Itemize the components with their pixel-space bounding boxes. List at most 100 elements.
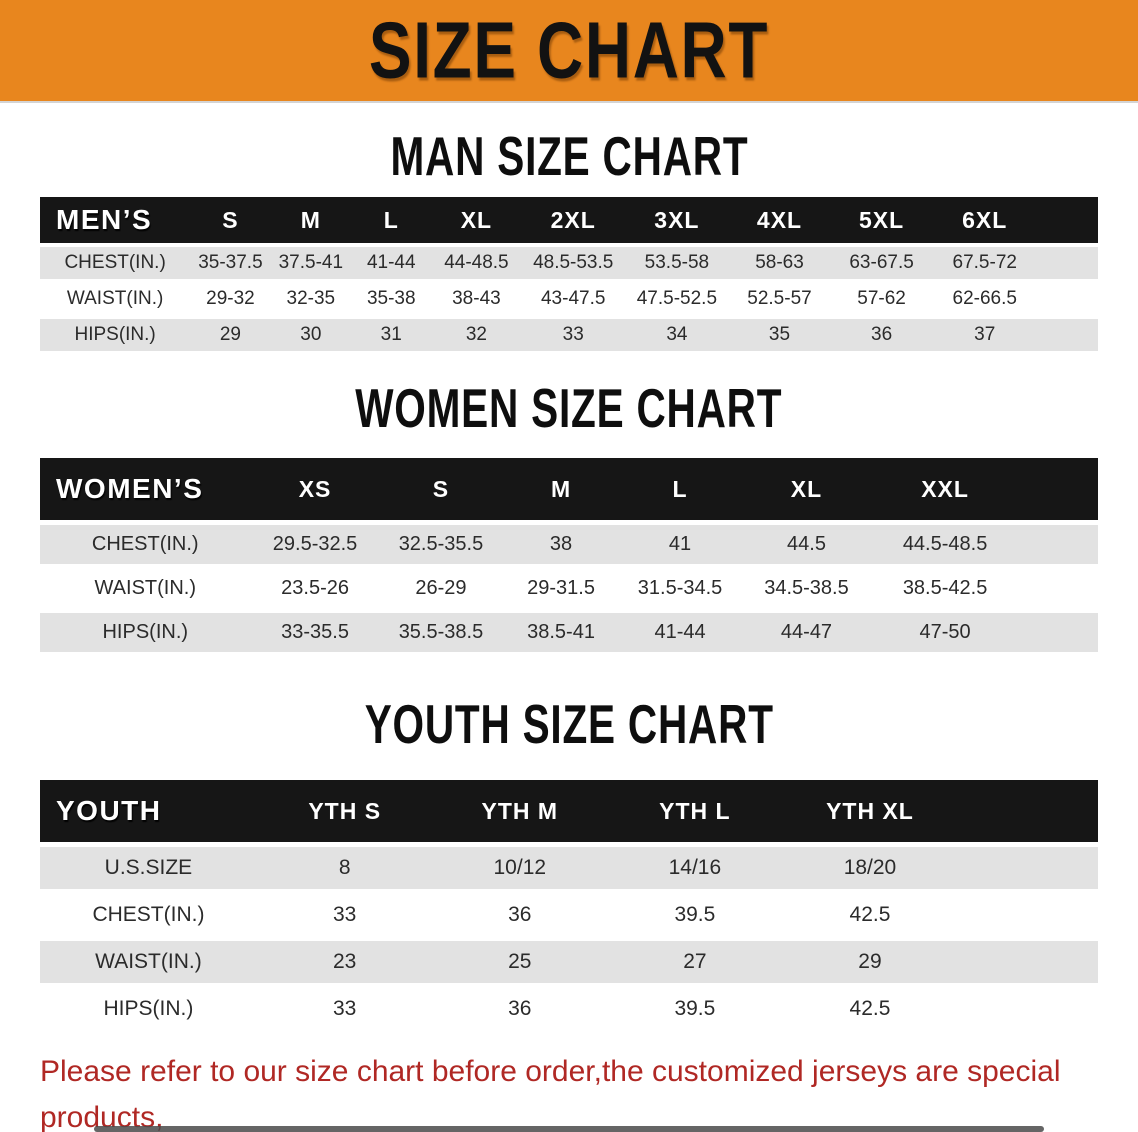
size-value: 37 — [932, 319, 1037, 351]
size-value: 42.5 — [782, 894, 958, 936]
youth-table-header-row: YOUTH YTH S YTH M YTH L YTH XL — [40, 780, 1098, 842]
size-value: 18/20 — [782, 847, 958, 889]
women-column-header-m: M — [502, 458, 620, 520]
size-value: 31 — [351, 319, 432, 351]
spacer-cell — [957, 847, 1098, 889]
women-waist-row: WAIST(IN.) 23.5-26 26-29 29-31.5 31.5-34… — [40, 569, 1098, 608]
size-value: 38 — [502, 525, 620, 564]
women-hips-row: HIPS(IN.) 33-35.5 35.5-38.5 38.5-41 41-4… — [40, 613, 1098, 652]
spacer-cell — [1017, 613, 1098, 652]
men-chest-row: CHEST(IN.) 35-37.5 37.5-41 41-44 44-48.5… — [40, 247, 1098, 279]
youth-table-title: YOUTH — [40, 780, 257, 842]
women-column-header-l: L — [619, 458, 741, 520]
size-value: 33 — [256, 894, 433, 936]
size-value: 34 — [625, 319, 729, 351]
men-column-header-xl: XL — [431, 197, 522, 243]
row-label: WAIST(IN.) — [40, 283, 191, 315]
size-value: 47-50 — [872, 613, 1018, 652]
size-value: 39.5 — [607, 988, 783, 1030]
size-value: 37.5-41 — [270, 247, 352, 279]
size-value: 33-35.5 — [250, 613, 380, 652]
size-value: 47.5-52.5 — [625, 283, 729, 315]
size-value: 29 — [190, 319, 271, 351]
youth-waist-row: WAIST(IN.) 23 25 27 29 — [40, 941, 1098, 983]
size-value: 35.5-38.5 — [379, 613, 503, 652]
size-value: 44.5 — [740, 525, 873, 564]
page-title: SIZE CHART — [368, 5, 770, 95]
size-value: 35-38 — [351, 283, 432, 315]
men-size-table: MEN’S S M L XL 2XL 3XL 4XL 5XL 6XL CHEST… — [40, 193, 1098, 355]
order-policy-line-1: Please refer to our size chart before or… — [40, 1055, 1061, 1132]
size-value: 41 — [619, 525, 741, 564]
size-value: 29-31.5 — [502, 569, 620, 608]
men-section-heading-text: MAN SIZE CHART — [390, 126, 748, 188]
youth-ussize-row: U.S.SIZE 8 10/12 14/16 18/20 — [40, 847, 1098, 889]
size-value: 38.5-41 — [502, 613, 620, 652]
size-value: 33 — [521, 319, 626, 351]
size-value: 48.5-53.5 — [521, 247, 626, 279]
spacer-cell — [1036, 283, 1098, 315]
size-value: 44-48.5 — [431, 247, 522, 279]
women-column-header-s: S — [379, 458, 503, 520]
size-value: 33 — [256, 988, 433, 1030]
men-column-header-m: M — [270, 197, 352, 243]
women-section-heading: WOMEN SIZE CHART — [0, 378, 1138, 440]
men-hips-row: HIPS(IN.) 29 30 31 32 33 34 35 36 37 — [40, 319, 1098, 351]
row-label: U.S.SIZE — [40, 847, 257, 889]
size-value: 29-32 — [190, 283, 271, 315]
size-value: 26-29 — [379, 569, 503, 608]
row-label: HIPS(IN.) — [40, 319, 191, 351]
size-value: 35 — [728, 319, 831, 351]
size-value: 39.5 — [607, 894, 783, 936]
size-value: 25 — [432, 941, 608, 983]
size-value: 29 — [782, 941, 958, 983]
youth-section-heading-text: YOUTH SIZE CHART — [364, 694, 774, 756]
size-value: 34.5-38.5 — [740, 569, 873, 608]
size-value: 31.5-34.5 — [619, 569, 741, 608]
size-value: 23.5-26 — [250, 569, 380, 608]
size-value: 36 — [830, 319, 933, 351]
youth-column-header-s: YTH S — [256, 780, 433, 842]
size-value: 52.5-57 — [728, 283, 831, 315]
size-value: 30 — [270, 319, 352, 351]
size-value: 57-62 — [830, 283, 933, 315]
spacer-cell — [1017, 525, 1098, 564]
men-column-header-4xl: 4XL — [728, 197, 831, 243]
size-value: 38-43 — [431, 283, 522, 315]
spacer-cell — [957, 780, 1098, 842]
women-table-title: WOMEN’S — [40, 458, 251, 520]
spacer-cell — [957, 894, 1098, 936]
spacer-cell — [1036, 247, 1098, 279]
size-value: 8 — [256, 847, 433, 889]
size-value: 42.5 — [782, 988, 958, 1030]
size-value: 32 — [431, 319, 522, 351]
size-value: 44.5-48.5 — [872, 525, 1018, 564]
size-value: 29.5-32.5 — [250, 525, 380, 564]
size-value: 32.5-35.5 — [379, 525, 503, 564]
size-value: 63-67.5 — [830, 247, 933, 279]
men-table-header-row: MEN’S S M L XL 2XL 3XL 4XL 5XL 6XL — [40, 197, 1098, 243]
size-value: 43-47.5 — [521, 283, 626, 315]
women-column-header-xxl: XXL — [872, 458, 1018, 520]
spacer-cell — [957, 988, 1098, 1030]
youth-column-header-m: YTH M — [432, 780, 608, 842]
men-table-title: MEN’S — [40, 197, 191, 243]
spacer-cell — [957, 941, 1098, 983]
size-value: 58-63 — [728, 247, 831, 279]
row-label: HIPS(IN.) — [40, 988, 257, 1030]
size-value: 27 — [607, 941, 783, 983]
spacer-cell — [1036, 319, 1098, 351]
women-section-heading-text: WOMEN SIZE CHART — [355, 378, 783, 440]
men-column-header-l: L — [351, 197, 432, 243]
youth-section-heading: YOUTH SIZE CHART — [0, 694, 1138, 756]
men-column-header-6xl: 6XL — [932, 197, 1037, 243]
men-column-header-3xl: 3XL — [625, 197, 729, 243]
row-label: CHEST(IN.) — [40, 894, 257, 936]
women-chest-row: CHEST(IN.) 29.5-32.5 32.5-35.5 38 41 44.… — [40, 525, 1098, 564]
men-section-heading: MAN SIZE CHART — [0, 126, 1138, 188]
size-value: 41-44 — [351, 247, 432, 279]
order-policy-note: Please refer to our size chart before or… — [40, 1049, 1102, 1132]
men-column-header-s: S — [190, 197, 271, 243]
row-label: HIPS(IN.) — [40, 613, 251, 652]
